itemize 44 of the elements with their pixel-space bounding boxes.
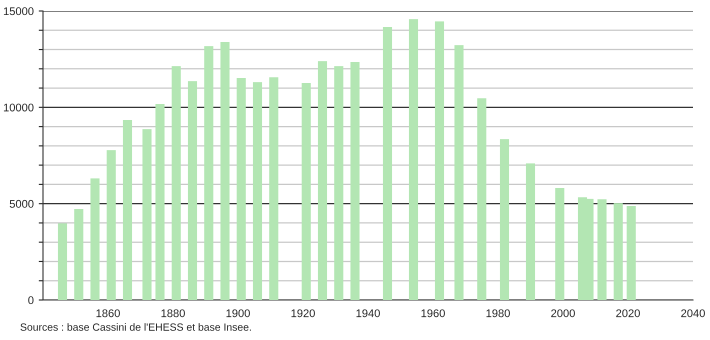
bar: [122, 120, 132, 300]
x-tick-label: 2020: [616, 309, 640, 318]
bar: [142, 129, 152, 300]
x-tick-label: 1920: [291, 309, 315, 318]
y-tick-label: 15000: [4, 7, 34, 16]
bar: [500, 139, 510, 300]
bar: [626, 206, 636, 300]
bar: [318, 61, 328, 300]
bar: [382, 26, 392, 300]
x-tick-label: 1960: [421, 309, 445, 318]
bar: [555, 188, 564, 300]
x-tick-label: 1980: [486, 309, 510, 318]
bar: [614, 203, 623, 300]
bar: [236, 78, 246, 300]
x-tick-label: 1940: [356, 309, 380, 318]
bar: [454, 45, 464, 300]
bar: [155, 104, 165, 300]
bar: [204, 46, 214, 300]
bar: [269, 77, 278, 300]
bar: [106, 150, 116, 300]
bar: [434, 21, 444, 300]
source-note: Sources : base Cassini de l'EHESS et base Insee.: [20, 323, 251, 331]
bar: [334, 66, 344, 300]
bar: [350, 62, 360, 300]
y-tick-label: 5000: [10, 200, 34, 208]
bar: [74, 209, 84, 300]
bar: [172, 66, 181, 300]
bar: [188, 81, 198, 300]
bar: [526, 163, 536, 300]
x-tick-label: 1880: [161, 309, 185, 318]
bar: [90, 178, 100, 300]
y-tick-label: 10000: [4, 104, 34, 112]
bar: [408, 19, 418, 300]
x-tick-label: 1860: [96, 309, 120, 318]
x-tick-label: 2000: [551, 309, 575, 318]
bar: [302, 83, 311, 300]
bar: [477, 98, 486, 300]
bar: [220, 42, 230, 300]
y-tick-label: 0: [28, 296, 34, 304]
bar: [58, 223, 68, 300]
bar: [597, 199, 607, 300]
bar: [252, 82, 262, 300]
x-tick-label: 2040: [681, 309, 705, 318]
x-tick-label: 1900: [226, 309, 250, 318]
